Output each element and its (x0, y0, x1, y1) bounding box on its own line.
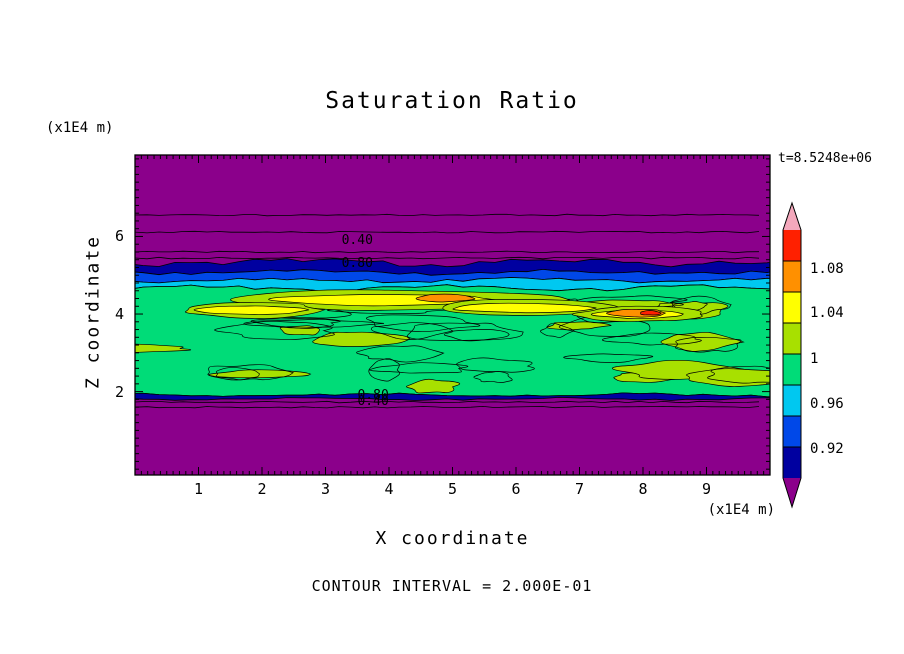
x-tick-label: 5 (447, 480, 458, 498)
colorbar-tick-label: 1 (810, 350, 819, 367)
colorbar-tick-label: 1.04 (810, 305, 844, 322)
contour-line-label: 0.80 (341, 255, 373, 271)
x-tick-label: 3 (320, 480, 331, 498)
colorbar-top-arrow (783, 203, 801, 230)
contour-line-label: 0.80 (357, 387, 389, 403)
axis-ticks (134, 155, 771, 475)
x-axis-title: X coordinate (375, 528, 530, 549)
x-tick-label: 4 (384, 480, 394, 498)
x-tick-label: 7 (574, 480, 585, 498)
time-annotation: t=8.5248e+06 (778, 151, 872, 166)
green-band-contours (135, 289, 770, 394)
x-tick-label: 9 (701, 480, 712, 498)
colorbar-bottom-arrow (783, 478, 801, 507)
x-tick-label: 8 (638, 480, 648, 498)
contour-line-label: 0.40 (357, 394, 389, 410)
y-axis-unit-label: (x1E4 m) (46, 120, 114, 136)
navy-bottom-band (135, 392, 770, 401)
y-tick-label: 2 (114, 382, 124, 401)
y-tick-label: 4 (114, 305, 124, 324)
colorbar-tick-label: 0.96 (810, 396, 844, 413)
x-tick-label: 1 (193, 480, 204, 498)
contour-line-label: 0.40 (341, 233, 373, 249)
plot-title: Saturation Ratio (325, 88, 579, 114)
y-tick-label: 6 (114, 227, 124, 246)
x-axis-unit-label: (x1E4 m) (707, 502, 775, 518)
x-tick-label: 2 (257, 480, 267, 498)
colorbar-tick-label: 0.92 (810, 440, 844, 457)
colorbar (782, 201, 802, 509)
contour-interval-label: CONTOUR INTERVAL = 2.000E-01 (311, 577, 593, 595)
colorbar-tick-label: 1.08 (810, 260, 844, 277)
x-tick-label: 6 (511, 480, 521, 498)
